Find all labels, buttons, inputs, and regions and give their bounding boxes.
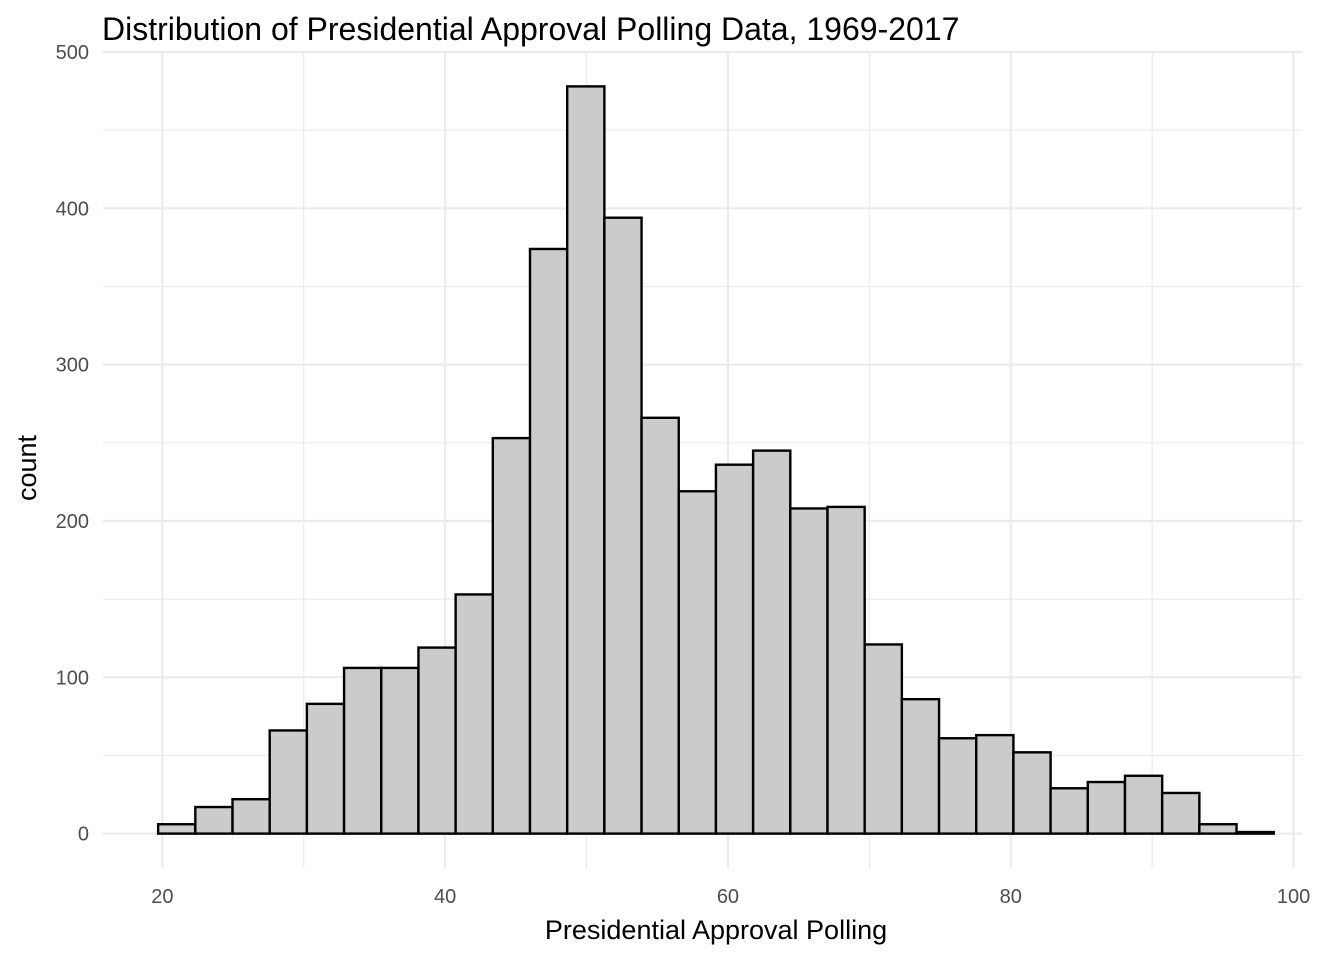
histogram-bar (1012, 751, 1052, 835)
histogram-bars (156, 85, 1275, 835)
histogram-bar (937, 737, 978, 835)
histogram-bar (751, 449, 792, 835)
histogram-bar (417, 646, 457, 835)
histogram-bar (900, 697, 941, 835)
histogram-bar (194, 805, 234, 835)
y-tick-label: 400 (56, 198, 89, 220)
histogram-bar (156, 823, 197, 835)
histogram-bar (231, 798, 271, 835)
x-tick-label: 100 (1277, 886, 1310, 908)
y-tick-label: 100 (56, 667, 89, 689)
histogram-bar (1235, 830, 1275, 835)
histogram-bar (380, 666, 420, 835)
histogram-bar (789, 507, 829, 835)
histogram-bar (714, 463, 755, 835)
x-tick-label: 60 (717, 886, 739, 908)
histogram-bar (1160, 791, 1201, 835)
histogram-bar (603, 216, 643, 835)
histogram-bar (1049, 787, 1089, 835)
x-tick-label: 40 (434, 886, 456, 908)
histogram-bar (826, 505, 866, 835)
histogram-bar (491, 436, 532, 835)
histogram-bar (342, 666, 383, 835)
tick-labels: 20 40 60 80 100 0 100 200 300 400 500 (56, 42, 1311, 908)
y-tick-label: 500 (56, 42, 89, 64)
histogram-bar (1198, 823, 1238, 835)
histogram-bar (528, 247, 569, 835)
histogram-bar (640, 416, 680, 835)
histogram-bar (863, 643, 904, 835)
histogram-bar (565, 85, 606, 835)
histogram-bar (454, 593, 495, 835)
histogram-bar (1123, 774, 1164, 835)
histogram-bar (1086, 780, 1127, 835)
histogram-bar (268, 729, 309, 835)
x-axis-title: Presidential Approval Polling (545, 915, 887, 945)
chart-title: Distribution of Presidential Approval Po… (102, 11, 959, 47)
histogram-bar (305, 702, 346, 835)
x-tick-label: 80 (1000, 886, 1022, 908)
x-tick-label: 20 (151, 886, 173, 908)
histogram-bar (677, 490, 718, 835)
y-tick-label: 300 (56, 355, 89, 377)
histogram-bar (975, 733, 1015, 835)
y-tick-label: 200 (56, 511, 89, 533)
y-tick-label: 0 (78, 824, 89, 846)
y-axis-title: count (12, 434, 42, 501)
